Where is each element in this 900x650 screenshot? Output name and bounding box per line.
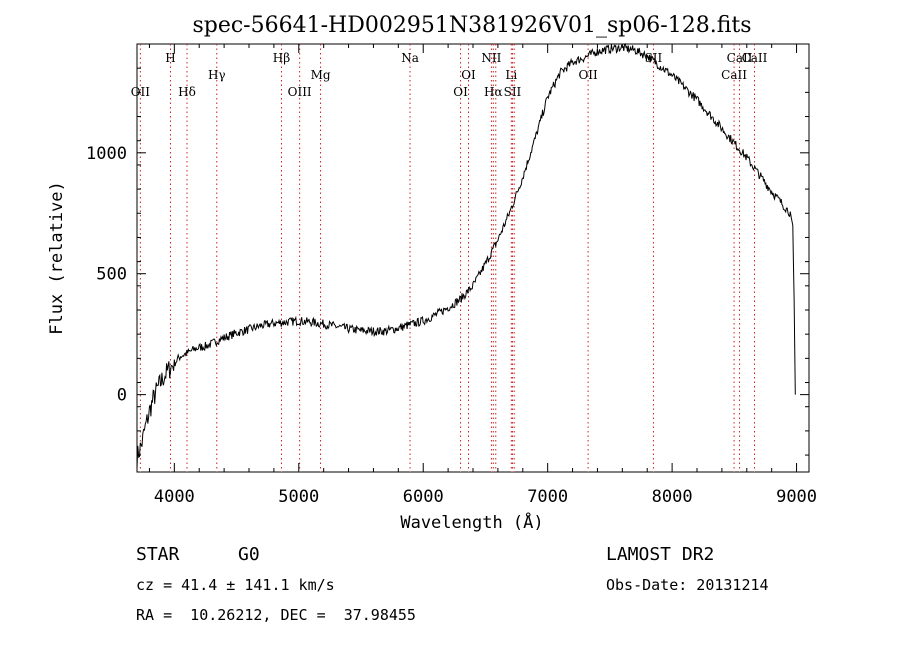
x-tick-label: 6000 (403, 487, 444, 507)
x-tick-label: 8000 (652, 487, 693, 507)
emission-line-label: Mg (311, 68, 331, 82)
emission-line-label: CaII (721, 68, 747, 82)
x-axis-ticks: 4000 5000 6000 7000 8000 9000 (148, 44, 817, 507)
y-tick-label: 1000 (86, 144, 127, 164)
emission-line-label: CaII (727, 51, 753, 65)
obs-date: Obs-Date: 20131214 (606, 576, 769, 594)
emission-line-label: Hγ (208, 68, 226, 82)
emission-line-label: OII (578, 68, 598, 82)
plot-frame (136, 43, 810, 473)
x-tick-label: 5000 (278, 487, 319, 507)
y-axis-ticks: 0 500 1000 (86, 67, 809, 456)
spectrum-series-line (136, 43, 796, 469)
emission-line-label: OI (461, 68, 476, 82)
emission-line-label: SII (504, 85, 522, 99)
emission-line-label: OI (453, 85, 468, 99)
chart-title: spec-56641-HD002951N381926V01_sp06-128.f… (192, 13, 751, 38)
redshift-text: cz = 41.4 ± 141.1 km/s (136, 576, 335, 594)
y-tick-label: 500 (96, 265, 127, 285)
emission-line-label: Hδ (178, 85, 196, 99)
emission-line-label: Hα (484, 85, 503, 99)
object-subclass: G0 (238, 544, 260, 565)
emission-line-labels: OIIHHδHγHβOIIIMgNaOIOINIIHαLiSIIOIISIICa… (131, 51, 768, 99)
emission-line-label: SII (645, 51, 663, 65)
emission-line-label: Na (401, 51, 419, 65)
emission-line-label: CaII (742, 51, 768, 65)
x-tick-label: 7000 (527, 487, 568, 507)
y-tick-label: 0 (117, 386, 127, 406)
x-tick-label: 9000 (776, 487, 817, 507)
emission-line-label: Hβ (273, 51, 290, 65)
x-tick-label: 4000 (154, 487, 195, 507)
y-axis-label: Flux (relative) (47, 181, 67, 335)
emission-line-label: H (165, 51, 175, 65)
object-class: STAR (136, 544, 180, 565)
emission-line-label: NII (481, 51, 501, 65)
survey-name: LAMOST DR2 (606, 544, 714, 565)
emission-line-label: Li (505, 68, 517, 82)
coordinates: RA = 10.26212, DEC = 37.98455 (136, 606, 416, 624)
emission-line-label: OIII (288, 85, 312, 99)
x-axis-label: Wavelength (Å) (400, 511, 543, 533)
emission-lines (139, 44, 755, 472)
